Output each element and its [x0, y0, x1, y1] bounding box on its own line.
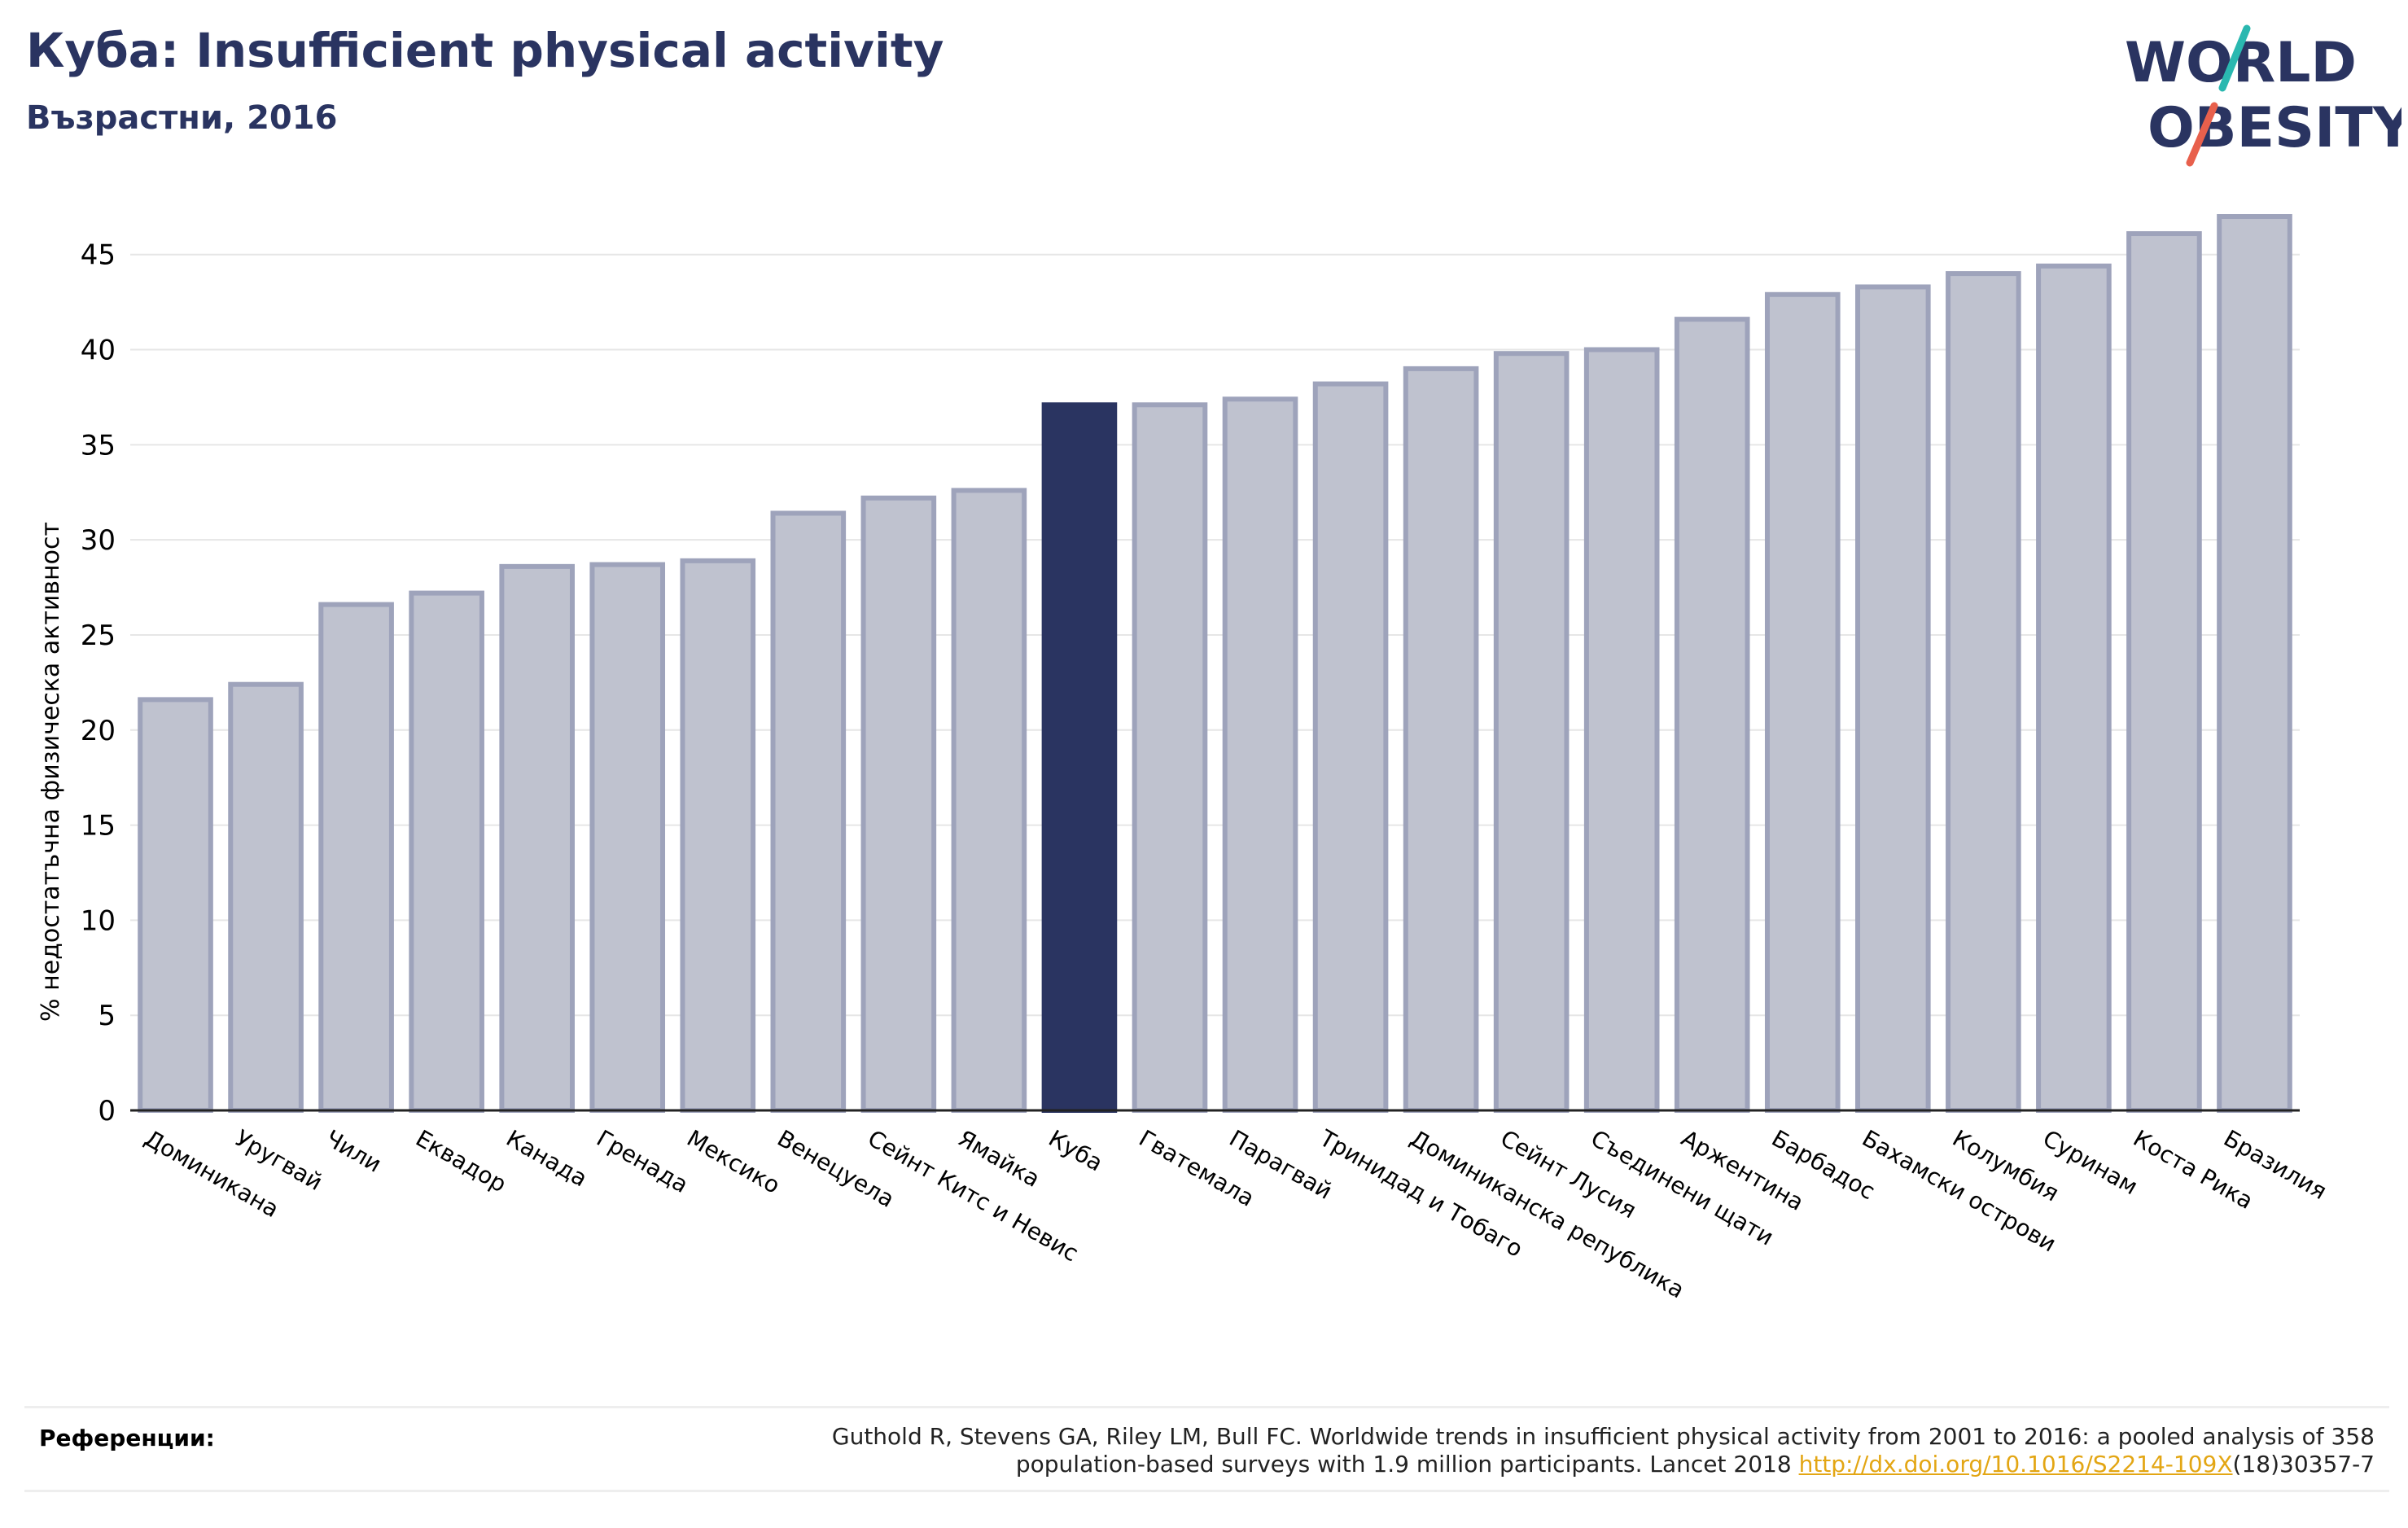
bar — [228, 681, 304, 1113]
chart-subtitle: Възрастни, 2016 — [26, 99, 338, 137]
bar — [1222, 396, 1298, 1113]
world-obesity-logo: WORLD OBESITY — [2125, 24, 2401, 167]
y-axis-label: % недостатъчна физическа активност — [37, 522, 65, 1022]
bar — [1674, 317, 1750, 1113]
logo-line2: OBESITY — [2147, 96, 2401, 160]
x-tick-label: Канада — [501, 1124, 592, 1192]
y-tick-label: 10 — [81, 904, 116, 937]
bar — [1493, 351, 1570, 1113]
logo-slash-top — [2218, 24, 2251, 92]
y-tick-label: 45 — [81, 239, 116, 272]
x-tick-label: Мексико — [682, 1124, 785, 1199]
bar — [680, 558, 756, 1113]
bar — [2126, 231, 2202, 1114]
references-text: Guthold R, Stevens GA, Riley LM, Bull FC… — [584, 1423, 2375, 1478]
y-tick-label: 15 — [81, 810, 116, 843]
grid-lines — [130, 253, 2300, 1017]
bar — [1132, 402, 1208, 1114]
reference-doi-link[interactable]: http://dx.doi.org/10.1016/S2214-109X — [1798, 1451, 2233, 1478]
bar — [2036, 263, 2112, 1113]
y-tick-label: 40 — [81, 335, 116, 367]
x-tick-label: Гренада — [592, 1124, 693, 1198]
reference-line2-suffix: (18)30357-7 — [2232, 1451, 2375, 1478]
bar — [951, 488, 1027, 1113]
y-tick-label: 20 — [81, 715, 116, 747]
x-tick-label: Еквадор — [411, 1124, 511, 1197]
bar — [1583, 347, 1660, 1113]
y-tick-label: 35 — [81, 429, 116, 462]
x-tick-label: Куба — [1044, 1124, 1107, 1176]
references-panel: Референции: Guthold R, Stevens GA, Riley… — [24, 1406, 2389, 1492]
y-tick-label: 0 — [98, 1095, 116, 1127]
y-tick-label: 25 — [81, 620, 116, 652]
bar — [409, 590, 484, 1113]
reference-line1: Guthold R, Stevens GA, Riley LM, Bull FC… — [831, 1423, 2375, 1450]
bar — [1312, 381, 1389, 1113]
bar — [2217, 214, 2292, 1113]
chart-title: Куба: Insufficient physical activity — [26, 23, 944, 78]
bar — [770, 510, 847, 1113]
bar — [589, 562, 666, 1113]
bar — [318, 602, 394, 1113]
y-tick-labels: 0 5 10 15 20 25 30 35 40 45 — [81, 239, 116, 1127]
bar — [860, 495, 937, 1113]
logo-slash-bottom — [2186, 102, 2218, 167]
reference-line2-prefix: population-based surveys with 1.9 millio… — [1015, 1451, 1799, 1478]
bar — [138, 697, 213, 1113]
x-tick-label: Чили — [321, 1124, 386, 1177]
bar — [1855, 284, 1931, 1113]
bar — [1946, 271, 2021, 1114]
bar — [1403, 366, 1479, 1113]
bar — [499, 563, 575, 1113]
y-tick-label: 5 — [98, 1000, 116, 1032]
bar-highlighted — [1041, 402, 1118, 1114]
bar — [1764, 291, 1841, 1114]
bars — [138, 214, 2292, 1114]
y-tick-label: 30 — [81, 524, 116, 557]
references-label: Референции: — [39, 1425, 215, 1451]
